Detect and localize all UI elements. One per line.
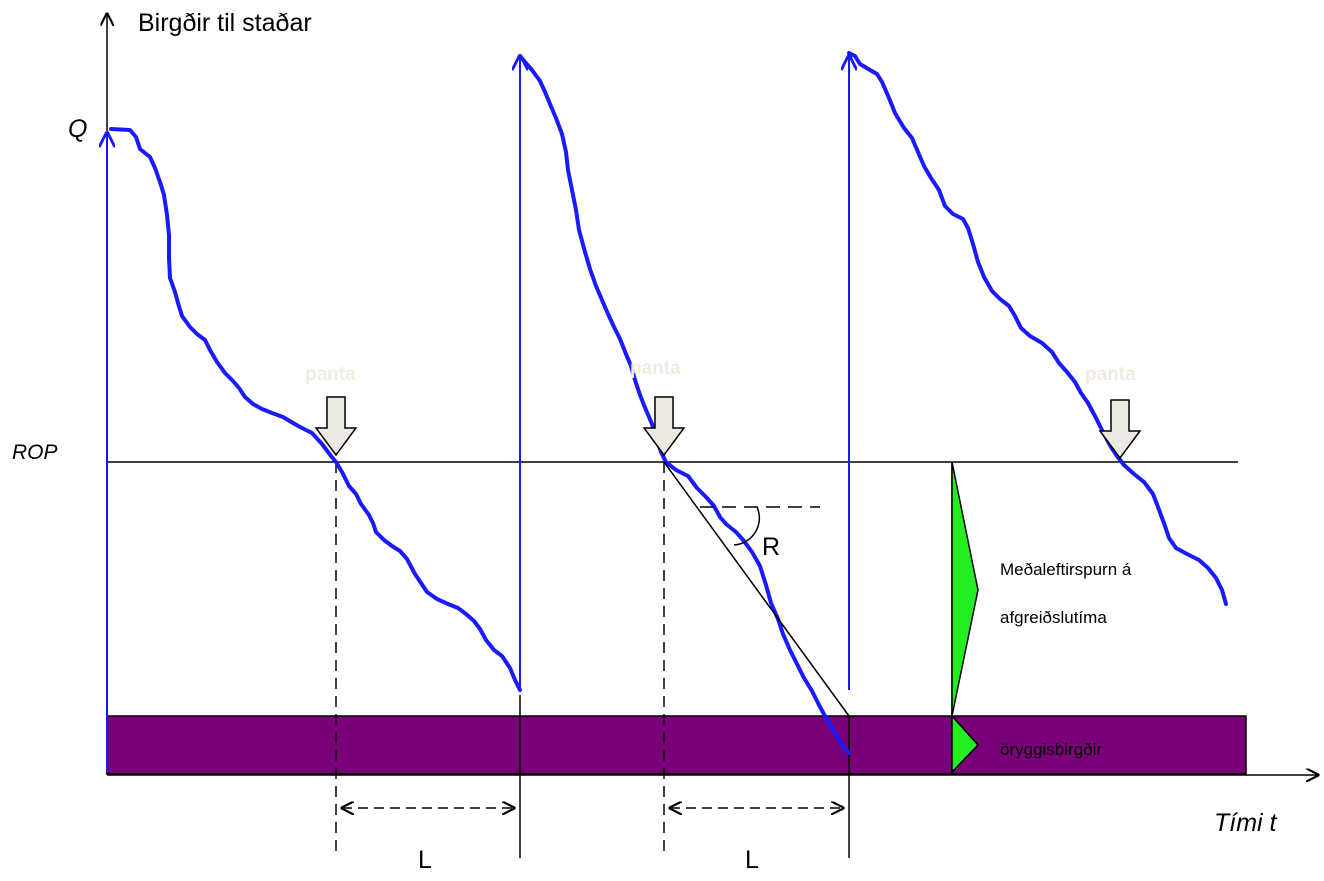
inventory-curve-3: [847, 51, 1228, 606]
safety-stock-brace: [951, 714, 980, 774]
lead-time-label-1: L: [418, 846, 432, 874]
order-label-3: panta: [1085, 364, 1136, 385]
rate-label: R: [762, 533, 780, 561]
rate-angle-arc: [733, 506, 761, 546]
lead-time-label-2: L: [745, 846, 759, 874]
down-arrow-icon: [1098, 399, 1142, 460]
avg-demand-label-line1: Meðaleftirspurn á: [1000, 560, 1132, 579]
safety-stock-label: öryggisbirgðir: [1000, 740, 1102, 759]
down-arrow-icon: [314, 396, 358, 457]
inventory-curve-1: [109, 127, 522, 692]
q-label: Q: [68, 115, 87, 143]
down-arrow-icon: [642, 396, 686, 457]
avg-demand-brace: [951, 461, 979, 717]
safety-stock-band: [106, 715, 1247, 775]
rop-label: ROP: [12, 441, 58, 464]
order-label-2: panta: [630, 358, 681, 379]
x-axis-label: Tími t: [1214, 809, 1278, 837]
rate-slope-line: [663, 461, 850, 717]
avg-demand-label-line2: afgreiðslutíma: [1000, 608, 1107, 627]
order-label-1: panta: [305, 364, 356, 385]
y-axis-label: Birgðir til staðar: [138, 9, 312, 37]
